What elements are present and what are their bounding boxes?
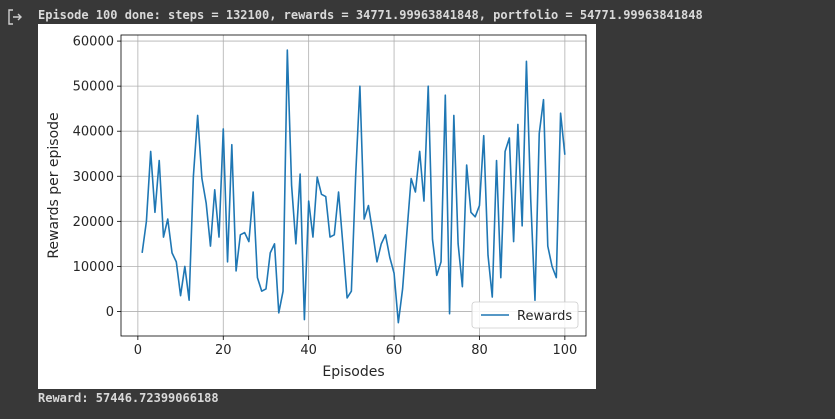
- episode-summary-text: Episode 100 done: steps = 132100, reward…: [38, 8, 703, 22]
- rewards-chart: 0 20 40 60 80 100 0 10000 20000 30000 40000 50000 60…: [38, 24, 596, 389]
- x-tick-label: 40: [300, 343, 317, 358]
- rewards-series-line: [141, 49, 566, 324]
- legend-label: Rewards: [517, 309, 572, 324]
- y-tick-label: 30000: [73, 170, 114, 185]
- y-tick-label: 60000: [73, 35, 114, 50]
- legend-box: [471, 301, 579, 329]
- x-axis-label: Episodes: [322, 364, 384, 380]
- y-tick-label: 0: [106, 305, 114, 320]
- y-tick-label: 50000: [73, 80, 114, 95]
- x-tick-label: 80: [471, 343, 488, 358]
- x-tick-label: 60: [386, 343, 403, 358]
- output-arrow-icon[interactable]: [6, 8, 24, 26]
- y-tick-label: 10000: [73, 260, 114, 275]
- plot-frame: [120, 34, 587, 337]
- rewards-chart-svg: 0 20 40 60 80 100 0 10000 20000 30000 40000 50000 60…: [46, 34, 587, 380]
- reward-result-text: Reward: 57446.72399066188: [38, 391, 219, 405]
- x-tick-label: 100: [552, 343, 577, 358]
- y-axis-label: Rewards per episode: [46, 112, 62, 258]
- y-tick-label: 40000: [73, 125, 114, 140]
- x-tick-label: 0: [134, 343, 142, 358]
- x-tick-label: 20: [215, 343, 232, 358]
- y-tick-label: 20000: [73, 215, 114, 230]
